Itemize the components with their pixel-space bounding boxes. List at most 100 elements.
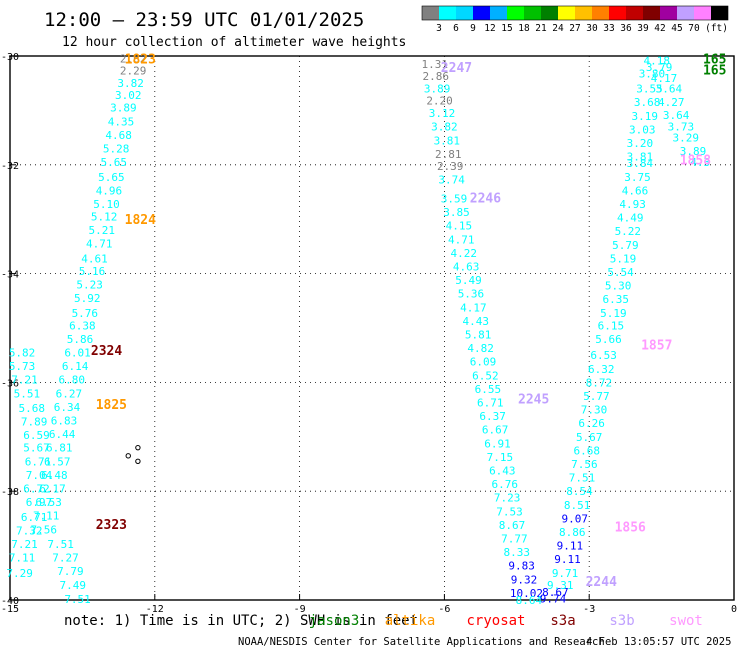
wave-height-point: 3.68 <box>634 96 661 109</box>
wave-height-point: 5.82 <box>9 346 36 359</box>
wave-height-point: 2.39 <box>437 160 464 173</box>
satellite-legend-item: s3b <box>609 613 634 629</box>
wave-height-point: 6.71 <box>477 397 504 410</box>
colorbar-swatch <box>490 6 507 20</box>
wave-height-point: 3.03 <box>629 123 656 136</box>
island-marker <box>135 444 141 451</box>
chart-subtitle: 12 hour collection of altimeter wave hei… <box>62 35 406 50</box>
wave-height-point: 5.67 <box>23 442 50 455</box>
wave-height-point: 3.73 <box>668 121 695 134</box>
wave-height-point: 4.49 <box>617 212 644 225</box>
wave-height-point: 9.31 <box>547 579 574 592</box>
wave-height-point: 3.75 <box>624 171 651 184</box>
wave-height-point: 3.80 <box>639 67 666 80</box>
island-markers <box>125 444 141 464</box>
wave-height-point: 5.12 <box>91 210 118 223</box>
wave-height-point: 6.32 <box>588 363 615 376</box>
wave-height-point: 6.17 <box>39 482 66 495</box>
footer-note: note: 1) Time is in UTC; 2) SWH is in fe… <box>64 613 418 629</box>
colorbar-tick-label: 42 <box>654 23 665 34</box>
wave-height-point: 6.76 <box>491 478 518 491</box>
wave-height-points: 2.622.293.823.023.894.354.685.285.655.65… <box>6 53 710 607</box>
colorbar-tick-label: 3 <box>436 23 442 34</box>
wave-height-point: 6.53 <box>35 496 62 509</box>
colorbar-swatch <box>711 6 728 20</box>
track-label: 2244 <box>586 575 617 590</box>
wave-height-point: 8.33 <box>504 546 531 559</box>
wave-height-point: 7.53 <box>496 505 523 518</box>
wave-height-point: 3.89 <box>424 83 451 96</box>
wave-height-point: 7.32 <box>16 524 43 537</box>
wave-height-point: 3.82 <box>431 121 458 134</box>
track-label: 165 <box>703 53 726 68</box>
wave-height-point: 4.27 <box>658 96 685 109</box>
satellite-legend-item: cryosat <box>466 613 525 629</box>
track-label: 1823 <box>125 53 156 68</box>
wave-height-point: 7.56 <box>571 458 598 471</box>
colorbar-swatch <box>473 6 490 20</box>
wave-height-point: 5.65 <box>98 171 125 184</box>
wave-height-point: 4.17 <box>460 301 487 314</box>
colorbar-swatch <box>507 6 524 20</box>
wave-height-point: 6.34 <box>54 401 81 414</box>
wave-height-point: 6.44 <box>49 428 76 441</box>
wave-height-point: 6.01 <box>64 346 91 359</box>
colorbar-swatch <box>660 6 677 20</box>
wave-height-point: 5.77 <box>583 390 610 403</box>
wave-height-point: 9.11 <box>554 553 581 566</box>
wave-height-point: 3.79 <box>646 61 673 74</box>
wave-height-point: 5.19 <box>600 307 627 320</box>
wave-height-point: 5.65 <box>101 156 128 169</box>
wave-height-point: 3.85 <box>443 206 470 219</box>
satellite-legend-item: swot <box>669 613 703 629</box>
wave-height-point: 7.56 <box>31 523 58 536</box>
wave-height-point: 3.74 <box>438 173 465 186</box>
colorbar-swatch <box>524 6 541 20</box>
wave-height-point: 7.51 <box>569 472 596 485</box>
wave-height-point: 3.12 <box>429 107 456 120</box>
wave-height-point: 6.71 <box>25 455 52 468</box>
wave-height-point: 6.43 <box>489 465 516 478</box>
track-label: 1824 <box>125 213 156 228</box>
track-label: 1856 <box>615 521 646 536</box>
track-label: 2323 <box>96 518 127 533</box>
wave-height-point: 7.21 <box>11 538 38 551</box>
colorbar-tick-label: 18 <box>518 23 530 34</box>
colorbar-tick-label: 15 <box>501 23 512 34</box>
wave-height-point: 5.36 <box>458 288 485 301</box>
y-tick-label: -38 <box>1 487 19 498</box>
x-tick-label: -6 <box>438 604 450 615</box>
wave-height-point: 9.11 <box>557 540 584 553</box>
wave-height-point: 3.89 <box>680 145 707 158</box>
colorbar-tick-label: 24 <box>552 23 564 34</box>
wave-height-point: 7.29 <box>6 567 33 580</box>
x-tick-label: -9 <box>294 604 306 615</box>
wave-height-point: 6.81 <box>46 442 73 455</box>
wave-height-point: 2.81 <box>435 148 462 161</box>
footer-timestamp: 4 Feb 13:05:57 UTC 2025 <box>586 636 731 648</box>
wave-height-point: 3.82 <box>117 77 144 90</box>
wave-height-point: 9.74 <box>540 592 567 605</box>
y-tick-label: -32 <box>1 161 19 172</box>
colorbar-swatch <box>609 6 626 20</box>
wave-height-point: 6.35 <box>602 293 629 306</box>
wave-height-point: 4.66 <box>622 184 649 197</box>
colorbar-legend: 3 6 9 12 15 18 21 24 27 30 33 36 39 42 45 70 (ft) <box>421 5 729 34</box>
wave-height-point: 6.91 <box>484 437 511 450</box>
wave-height-point: 7.79 <box>57 565 84 578</box>
gridlines <box>9 55 735 601</box>
wave-height-point: 5.21 <box>88 224 115 237</box>
track-label: 165 <box>703 64 726 79</box>
wave-height-point: 7.27 <box>52 552 79 565</box>
wave-height-point: 4.17 <box>651 72 678 85</box>
y-tick-label: -36 <box>1 378 19 389</box>
wave-height-point: 4.35 <box>108 115 135 128</box>
wave-height-point: 6.59 <box>23 429 50 442</box>
satellite-legend-item: s3a <box>550 613 575 629</box>
wave-height-point: 8.86 <box>559 526 586 539</box>
colorbar-swatch <box>677 6 694 20</box>
wave-height-point: 9.32 <box>511 573 538 586</box>
colorbar-tick-label: 39 <box>637 23 649 34</box>
